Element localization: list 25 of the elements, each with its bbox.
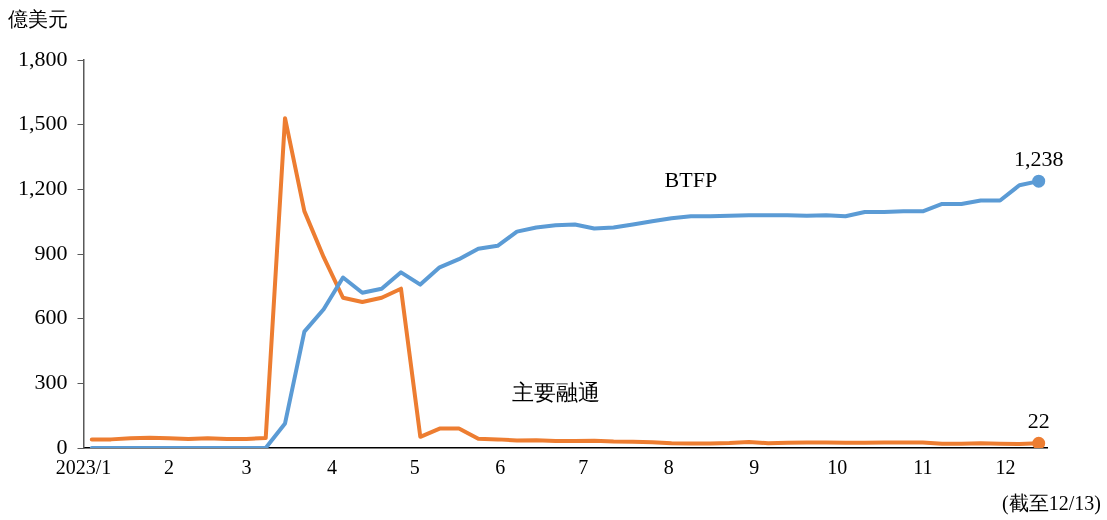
- x-tick-label: 8: [663, 456, 674, 479]
- x-tick-label: 12: [995, 456, 1016, 479]
- y-tick-label: 1,800: [18, 45, 68, 71]
- y-axis-title: 億美元: [8, 7, 68, 32]
- y-tick-label: 900: [34, 239, 68, 265]
- x-tick-label: 5: [409, 456, 420, 479]
- x-tick-label: 6: [495, 456, 506, 479]
- y-tick-label: 0: [56, 433, 68, 459]
- y-tick-label: 600: [34, 304, 68, 330]
- x-tick-label: 7: [578, 456, 589, 479]
- y-tick-label: 300: [34, 369, 68, 395]
- data-label: 1,238: [1013, 145, 1064, 171]
- x-tick-label: 2023/1: [55, 456, 112, 479]
- x-tick-label: 11: [913, 456, 933, 479]
- x-tick-label: 10: [827, 456, 848, 479]
- y-tick-label: 1,200: [18, 175, 68, 201]
- x-tick-label: 9: [749, 456, 760, 479]
- data-label: 22: [1027, 408, 1050, 434]
- series-label: 主要融通: [511, 379, 600, 405]
- x-tick-label: 3: [241, 456, 252, 479]
- x-tick-label: 2: [164, 456, 175, 479]
- text: (截至12/13): [1002, 491, 1101, 517]
- series-label: BTFP: [664, 167, 718, 193]
- x-tick-label: 4: [326, 456, 337, 479]
- y-tick-label: 1,500: [18, 110, 68, 136]
